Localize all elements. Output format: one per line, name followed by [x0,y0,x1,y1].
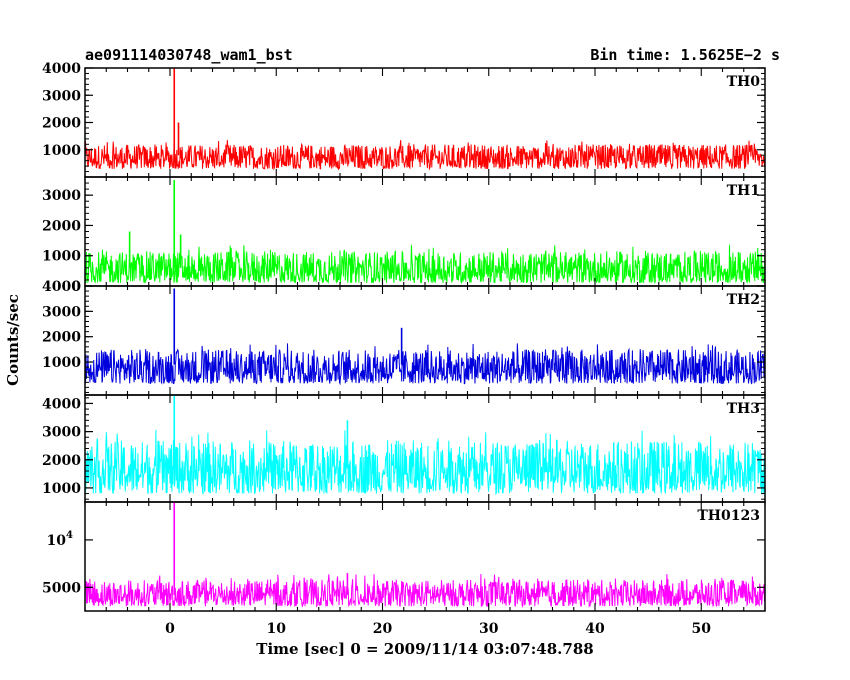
series-th2 [85,343,765,386]
y-tick-label: 3000 [42,425,81,441]
panel-th3: TH3 1000 2000 3000 4000 [42,394,766,503]
series-th0123 [85,573,765,608]
series-th3 [85,429,765,496]
y-tick-label: 1000 [42,355,81,371]
x-tick-label: 20 [373,621,393,637]
panel-th0: TH0 1000 2000 3000 4000 [42,61,766,178]
chart-title: ae091114030748_wam1_bst [85,46,293,64]
panel-th0123: TH0123 5000 104 [42,501,766,612]
y-tick-label: 2000 [42,116,81,132]
panel-label: TH2 [727,292,760,308]
panel-th2: TH2 1000 2000 3000 4000 [42,279,766,396]
y-tick-label: 2000 [42,330,81,346]
panel-th1: TH1 0 1000 2000 3000 [42,176,766,295]
y-tick-label: 2000 [42,453,81,469]
panel-label: TH3 [727,401,760,417]
x-axis-label: Time [sec] 0 = 2009/11/14 03:07:48.788 [256,640,593,658]
y-tick-label: 4000 [42,61,81,77]
y-tick-label: 4000 [42,396,81,412]
x-tick-label: 40 [585,621,605,637]
y-tick-label: 2000 [42,218,81,234]
bin-time-label: Bin time: 1.5625E−2 s [590,46,780,64]
y-tick-label: 3000 [42,188,81,204]
y-tick-label: 0 [71,279,81,295]
y-tick-label: 5000 [42,580,81,596]
series-th1 [85,244,765,285]
panel-label: TH0 [727,74,761,90]
y-tick-label: 3000 [42,304,81,320]
x-tick-label: 50 [692,621,712,637]
y-tick-label: 104 [47,530,73,549]
series-th0 [85,140,765,171]
y-tick-label: 1000 [42,481,81,497]
y-axis-label: Counts/sec [4,294,22,386]
y-tick-label: 4000 [42,279,81,295]
panel-label: TH1 [727,183,760,199]
y-tick-label: 3000 [42,88,81,104]
y-tick-label: 1000 [42,143,81,159]
x-tick-label: 0 [165,621,175,637]
y-tick-label: 1000 [42,249,81,265]
panel-label: TH0123 [697,508,760,524]
x-tick-label: 30 [479,621,499,637]
x-tick-label: 10 [267,621,287,637]
